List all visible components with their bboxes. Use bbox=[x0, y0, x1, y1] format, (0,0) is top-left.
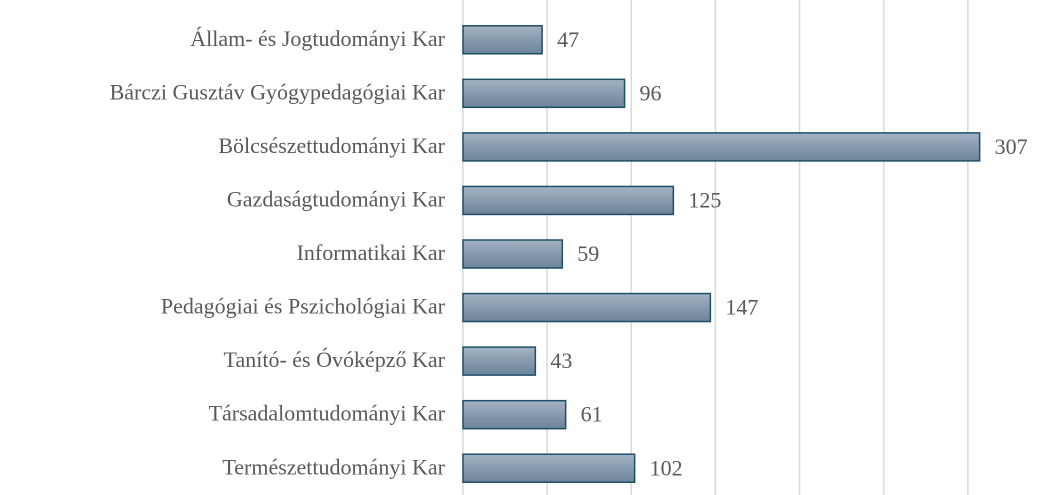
bar bbox=[462, 453, 636, 483]
category-label: Pedagógiai és Pszichológiai Kar bbox=[161, 294, 446, 319]
category-label: Természettudományi Kar bbox=[222, 454, 445, 479]
bar bbox=[462, 78, 626, 109]
bar bbox=[462, 25, 543, 55]
bar bbox=[462, 132, 981, 162]
bar bbox=[462, 185, 675, 216]
category-label: Informatikai Kar bbox=[297, 240, 446, 265]
category-label: Tanító- és Óvóképző Kar bbox=[224, 347, 446, 372]
value-label: 125 bbox=[688, 187, 721, 212]
category-label: Állam- és Jogtudományi Kar bbox=[190, 26, 445, 51]
bar bbox=[462, 399, 567, 430]
bar bbox=[462, 346, 537, 376]
category-label: Bárczi Gusztáv Gyógypedagógiai Kar bbox=[110, 79, 446, 104]
value-label: 307 bbox=[995, 134, 1028, 159]
category-label: Bölcsészettudományi Kar bbox=[218, 133, 445, 158]
value-label: 96 bbox=[640, 80, 662, 105]
category-label: Társadalomtudományi Kar bbox=[209, 401, 446, 426]
bar bbox=[462, 292, 712, 323]
value-label: 61 bbox=[581, 402, 603, 427]
value-label: 59 bbox=[577, 241, 599, 266]
value-label: 43 bbox=[550, 348, 572, 373]
category-label: Gazdaságtudományi Kar bbox=[227, 186, 446, 211]
value-label: 147 bbox=[725, 295, 758, 320]
value-label: 102 bbox=[650, 455, 683, 480]
bar bbox=[462, 239, 564, 269]
value-label: 47 bbox=[557, 27, 579, 52]
